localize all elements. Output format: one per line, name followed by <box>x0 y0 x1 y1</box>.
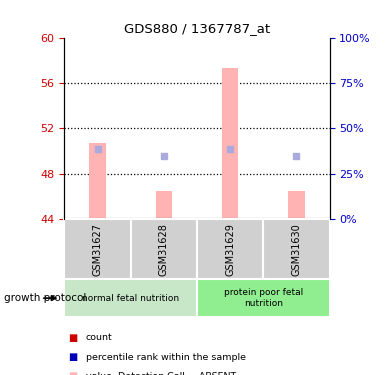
Bar <box>263 219 330 279</box>
Text: count: count <box>86 333 113 342</box>
Bar <box>222 68 238 219</box>
Text: normal fetal nutrition: normal fetal nutrition <box>82 294 179 303</box>
Text: protein poor fetal
nutrition: protein poor fetal nutrition <box>223 288 303 308</box>
Text: ■: ■ <box>68 372 78 375</box>
Text: growth protocol: growth protocol <box>4 293 86 303</box>
Bar <box>64 279 197 317</box>
Bar <box>131 219 197 279</box>
Text: GSM31630: GSM31630 <box>291 223 301 276</box>
Text: percentile rank within the sample: percentile rank within the sample <box>86 352 246 362</box>
Bar <box>156 191 172 219</box>
Bar <box>197 279 330 317</box>
Title: GDS880 / 1367787_at: GDS880 / 1367787_at <box>124 22 270 35</box>
Text: ■: ■ <box>68 333 78 342</box>
Text: value, Detection Call = ABSENT: value, Detection Call = ABSENT <box>86 372 236 375</box>
Bar <box>288 191 305 219</box>
Text: ■: ■ <box>68 352 78 362</box>
Text: GSM31629: GSM31629 <box>225 223 235 276</box>
Bar <box>89 143 106 219</box>
Bar <box>197 219 263 279</box>
Text: GSM31628: GSM31628 <box>159 223 169 276</box>
Bar <box>64 219 131 279</box>
Text: GSM31627: GSM31627 <box>92 223 103 276</box>
